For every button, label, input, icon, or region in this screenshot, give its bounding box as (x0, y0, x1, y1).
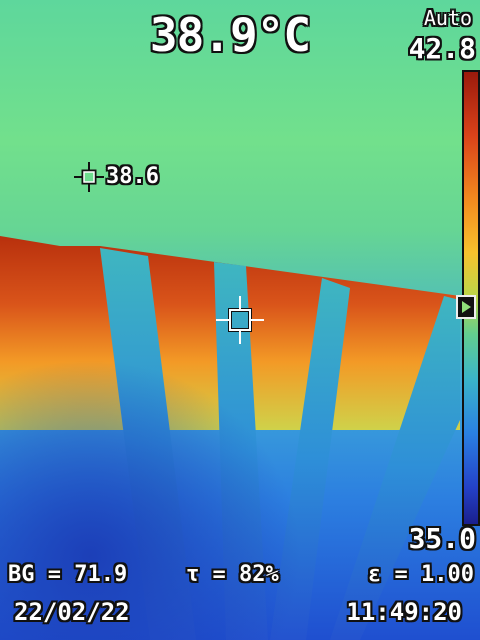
cool-slat-4 (330, 296, 460, 640)
scale-mode-label[interactable]: Auto (423, 6, 472, 30)
emissivity-param: ε = 1.00 (368, 562, 474, 587)
transmission-param: τ = 82% (186, 562, 279, 587)
spot-temperature-value: 38.6 (106, 164, 159, 189)
capture-date: 22/02/22 (14, 598, 130, 626)
scale-marker-icon (456, 295, 476, 320)
capture-time: 11:49:20 (346, 598, 462, 626)
background-temperature-param: BG = 71.9 (8, 562, 128, 587)
scale-max-value: 42.8 (408, 32, 476, 65)
center-crosshair-icon (216, 296, 264, 344)
cold-region (0, 360, 300, 640)
spot-marker-icon (74, 162, 104, 192)
center-temperature-readout: 38.9°C (149, 8, 311, 62)
scale-min-value: 35.0 (408, 522, 476, 555)
